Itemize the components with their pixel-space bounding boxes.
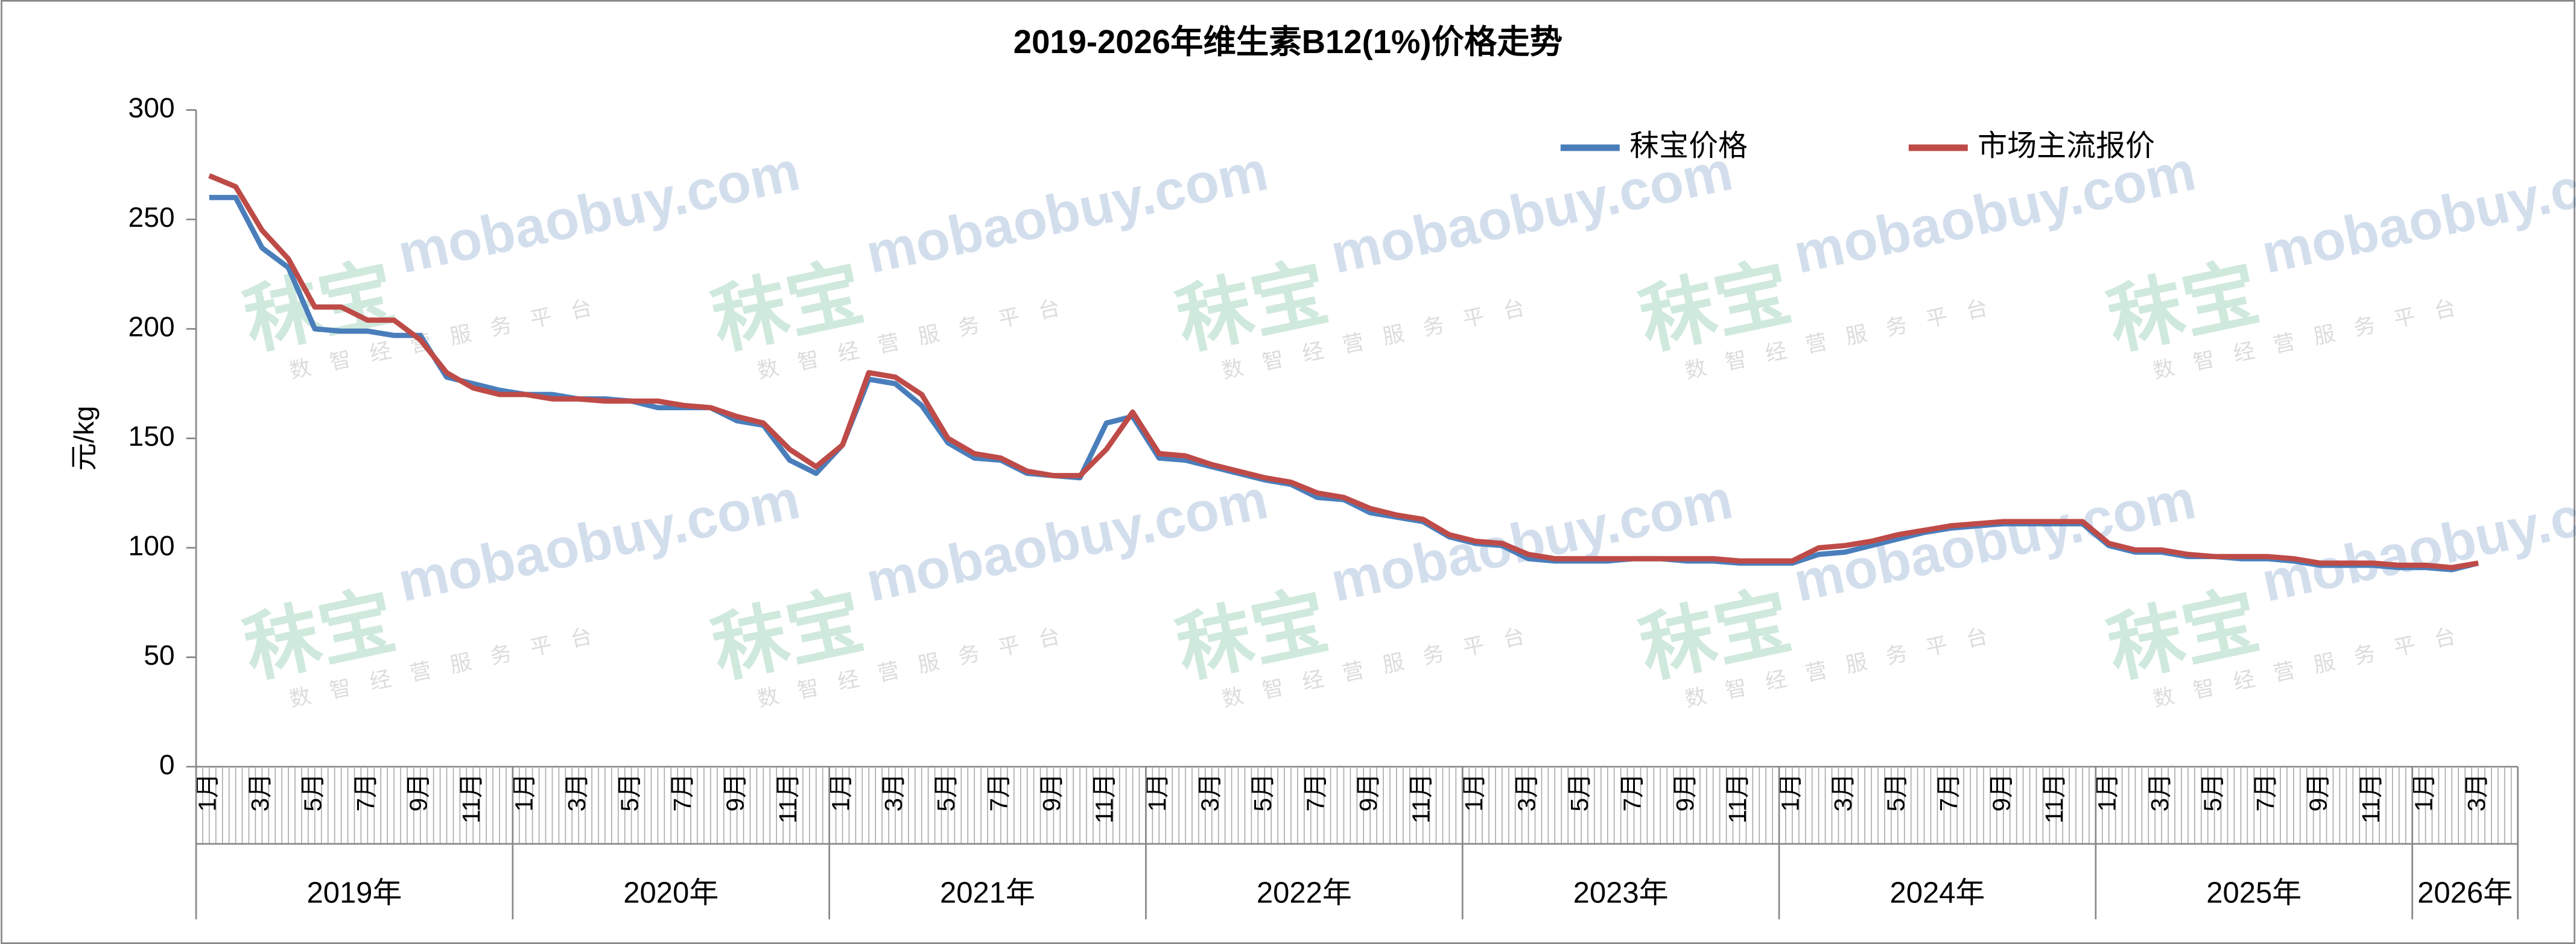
x-tick-label: 1月: [2093, 773, 2121, 812]
y-tick-label: 300: [128, 92, 174, 124]
x-tick-label: 11月: [2040, 773, 2068, 823]
x-tick-label: 7月: [1935, 773, 1962, 812]
x-tick-label: 7月: [985, 773, 1013, 812]
year-label: 2024年: [1889, 876, 1985, 909]
x-tick-label: 1月: [826, 773, 854, 812]
x-tick-label: 9月: [405, 773, 433, 812]
x-tick-label: 9月: [1988, 773, 2016, 812]
x-tick-label: 3月: [1512, 773, 1540, 812]
year-label: 2026年: [2417, 876, 2513, 909]
x-tick-label: 1月: [1777, 773, 1804, 812]
x-tick-label: 5月: [1249, 773, 1277, 812]
x-tick-label: 3月: [563, 773, 591, 812]
x-tick-label: 3月: [1196, 773, 1224, 812]
x-tick-label: 3月: [246, 773, 274, 812]
x-tick-label: 3月: [1829, 773, 1857, 812]
x-tick-label: 9月: [721, 773, 749, 812]
legend-label: 市场主流报价: [1978, 130, 2155, 162]
x-tick-label: 11月: [1091, 773, 1118, 823]
year-label: 2023年: [1573, 876, 1669, 909]
y-axis-label: 元/kg: [68, 406, 100, 471]
year-label: 2020年: [623, 876, 719, 909]
x-tick-label: 5月: [2198, 773, 2226, 812]
year-label: 2025年: [2206, 876, 2302, 909]
x-tick-label: 9月: [1671, 773, 1699, 812]
x-tick-label: 1月: [2409, 773, 2437, 812]
x-tick-label: 5月: [615, 773, 643, 812]
y-tick-label: 50: [144, 639, 174, 671]
x-tick-label: 5月: [1566, 773, 1593, 812]
x-tick-label: 7月: [1618, 773, 1646, 812]
x-tick-label: 5月: [932, 773, 960, 812]
y-tick-label: 150: [128, 420, 174, 452]
x-tick-label: 9月: [2304, 773, 2332, 812]
x-tick-label: 9月: [1354, 773, 1382, 812]
legend-label: 秣宝价格: [1629, 130, 1748, 162]
x-tick-label: 11月: [2357, 773, 2385, 823]
x-tick-label: 3月: [2463, 773, 2490, 812]
x-tick-label: 11月: [774, 773, 802, 823]
x-tick-label: 1月: [510, 773, 538, 812]
x-tick-label: 11月: [1724, 773, 1751, 823]
x-tick-label: 11月: [1407, 773, 1435, 823]
x-tick-label: 7月: [352, 773, 379, 812]
x-tick-label: 1月: [1143, 773, 1171, 812]
x-tick-label: 3月: [2146, 773, 2174, 812]
x-tick-label: 5月: [299, 773, 327, 812]
x-tick-label: 1月: [194, 773, 221, 812]
x-tick-label: 11月: [457, 773, 485, 823]
y-tick-label: 200: [128, 311, 174, 342]
chart-title: 2019-2026年维生素B12(1%)价格走势: [1014, 24, 1562, 60]
series-line: [208, 173, 2479, 571]
year-label: 2021年: [940, 876, 1035, 909]
x-tick-label: 9月: [1038, 773, 1065, 812]
year-label: 2022年: [1257, 876, 1352, 909]
x-tick-label: 5月: [1882, 773, 1910, 812]
x-tick-label: 3月: [880, 773, 907, 812]
x-tick-label: 7月: [2251, 773, 2279, 812]
x-tick-label: 7月: [668, 773, 696, 812]
y-tick-label: 250: [128, 201, 174, 233]
y-tick-label: 100: [128, 530, 174, 561]
x-tick-label: 1月: [1460, 773, 1488, 812]
x-tick-label: 7月: [1301, 773, 1329, 812]
y-tick-label: 0: [159, 749, 175, 780]
year-label: 2019年: [306, 876, 402, 909]
